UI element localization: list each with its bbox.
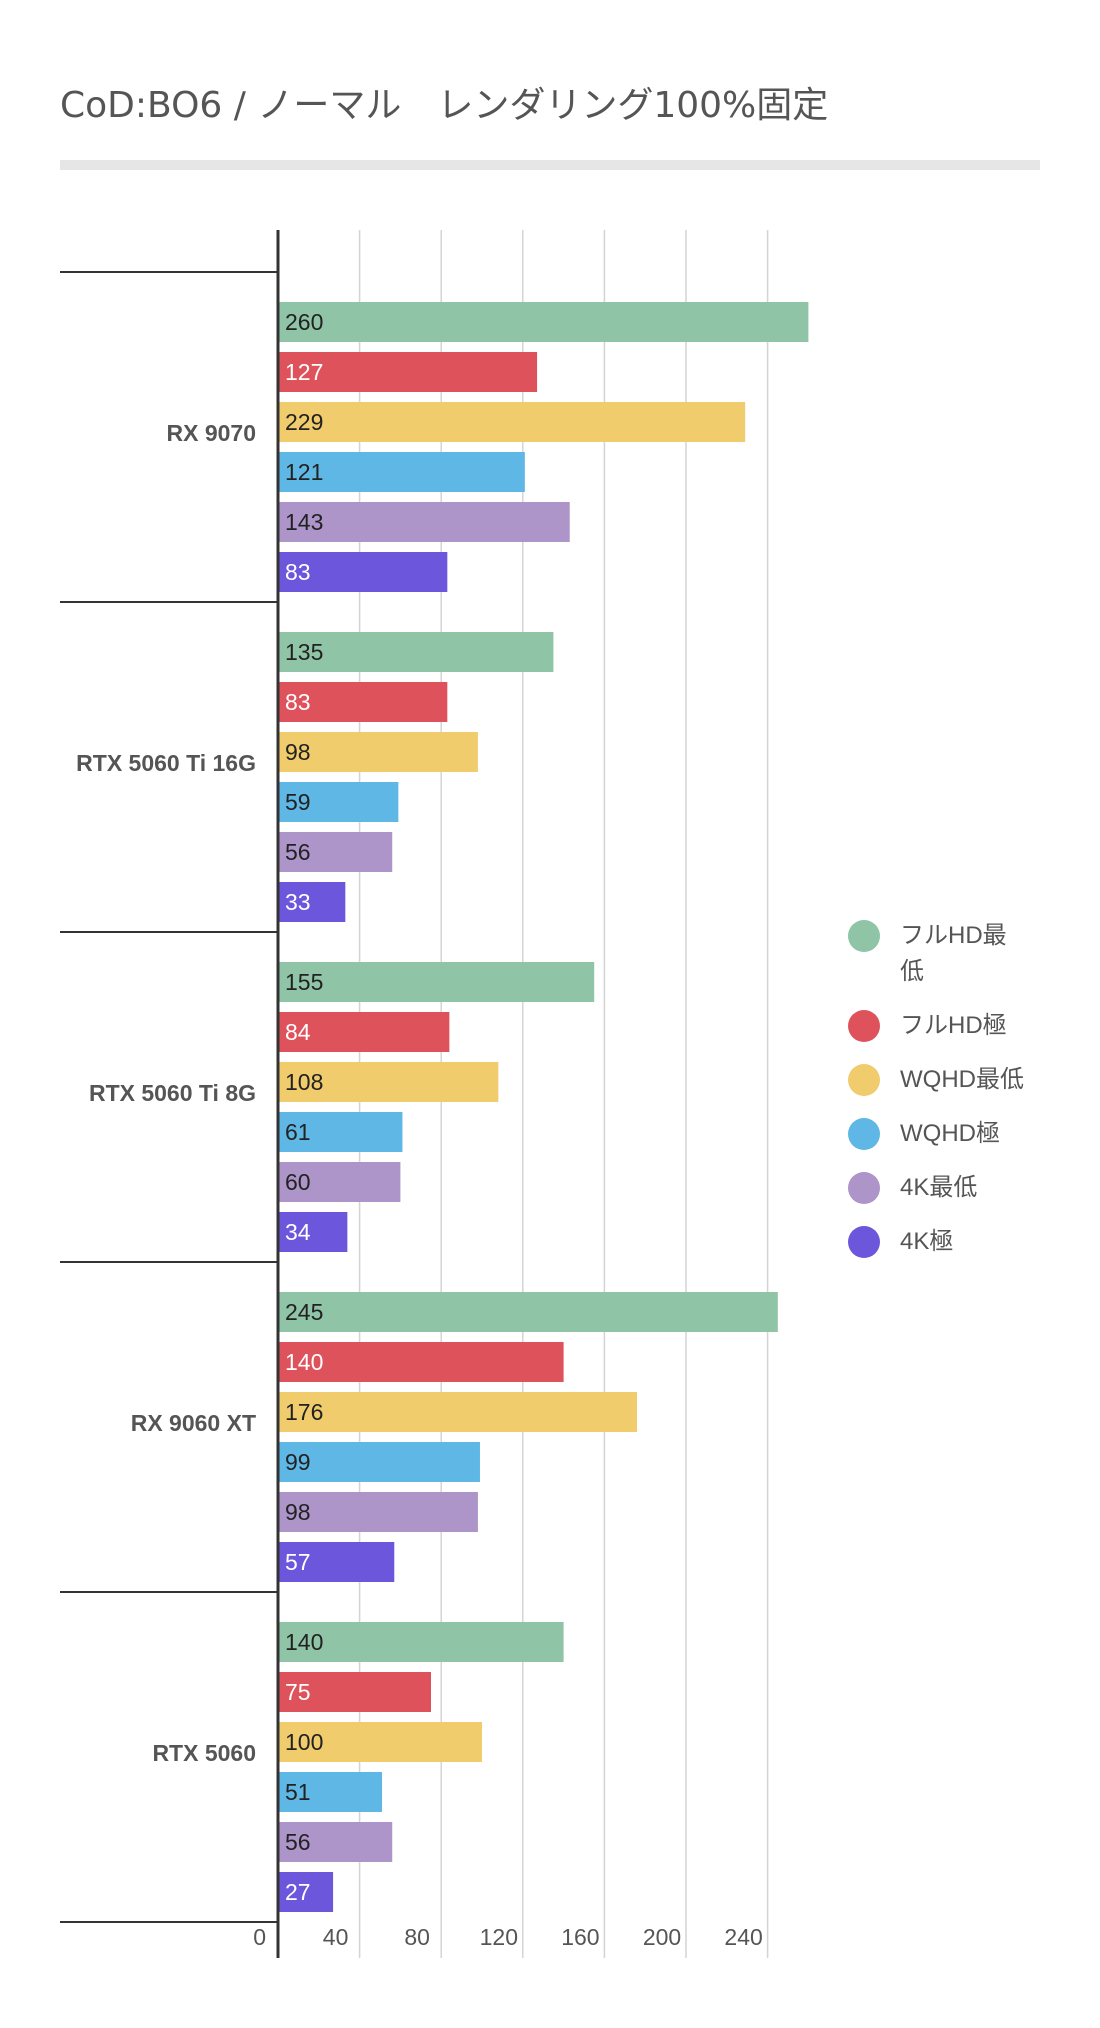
bar-value-label: 59 [285, 789, 311, 815]
legend-item: 4K最低 [848, 1172, 1048, 1206]
bar [278, 732, 478, 772]
x-tick-label: 0 [253, 1924, 266, 1950]
bar-value-label: 140 [285, 1349, 323, 1375]
bar [278, 1162, 401, 1202]
bar [278, 882, 346, 922]
bar [278, 1292, 778, 1332]
bar [278, 1772, 383, 1812]
legend-item: WQHD極 [848, 1118, 1048, 1152]
bar-value-label: 60 [285, 1169, 311, 1195]
bar [278, 1822, 393, 1862]
legend-swatch [848, 1118, 880, 1150]
bar-value-label: 56 [285, 839, 311, 865]
legend-swatch [848, 1172, 880, 1204]
bar-value-label: 245 [285, 1299, 323, 1325]
x-tick-label: 240 [724, 1924, 762, 1950]
bar [278, 682, 448, 722]
bar [278, 832, 393, 872]
legend-swatch [848, 1010, 880, 1042]
bar-value-label: 99 [285, 1449, 311, 1475]
category-label: RTX 5060 [152, 1740, 256, 1766]
bar-value-label: 27 [285, 1879, 311, 1905]
bar [278, 962, 595, 1002]
legend-item: 4K極 [848, 1226, 1048, 1260]
legend-label: 4K最低 [900, 1174, 978, 1201]
chart-legend: フルHD最低フルHD極 WQHD最低 WQHD極 4K最低 4K極 [848, 920, 1048, 1280]
legend-swatch [848, 920, 880, 952]
bar [278, 1872, 334, 1912]
bar-value-label: 98 [285, 739, 311, 765]
bar-value-label: 155 [285, 969, 323, 995]
bar [278, 1542, 395, 1582]
bar-value-label: 57 [285, 1549, 311, 1575]
legend-label: フルHD最低 [900, 922, 1007, 985]
category-label: RTX 5060 Ti 8G [89, 1080, 256, 1106]
category-label: RX 9070 [166, 420, 256, 446]
legend-label: フルHD極 [900, 1012, 1007, 1039]
bar-value-label: 108 [285, 1069, 323, 1095]
legend-label: 4K極 [900, 1228, 954, 1255]
x-tick-label: 120 [480, 1924, 518, 1950]
legend-item: フルHD極 [848, 1010, 1048, 1044]
legend-swatch [848, 1064, 880, 1096]
bar [278, 632, 554, 672]
bar [278, 402, 746, 442]
bar [278, 352, 538, 392]
bar-value-label: 75 [285, 1679, 311, 1705]
bar [278, 1342, 564, 1382]
bar-value-label: 100 [285, 1729, 323, 1755]
title-divider [60, 160, 1040, 170]
bar [278, 1012, 450, 1052]
bar-value-label: 83 [285, 689, 311, 715]
bar [278, 1722, 482, 1762]
bar-value-label: 135 [285, 639, 323, 665]
bar-value-label: 176 [285, 1399, 323, 1425]
bar-value-label: 143 [285, 509, 323, 535]
bar [278, 782, 399, 822]
bar [278, 502, 570, 542]
bar-value-label: 121 [285, 459, 323, 485]
bar [278, 552, 448, 592]
legend-label: WQHD最低 [900, 1066, 1024, 1093]
category-label: RX 9060 XT [131, 1410, 256, 1436]
bar-value-label: 83 [285, 559, 311, 585]
category-label: RTX 5060 Ti 16G [76, 750, 256, 776]
bar [278, 1622, 564, 1662]
x-tick-label: 160 [561, 1924, 599, 1950]
bar [278, 1062, 499, 1102]
bar-value-label: 33 [285, 889, 311, 915]
bar-value-label: 61 [285, 1119, 311, 1145]
x-tick-label: 200 [643, 1924, 681, 1950]
legend-item: WQHD最低 [848, 1064, 1048, 1098]
chart-title: CoD:BO6 / ノーマル レンダリング100%固定 [60, 85, 829, 126]
bar [278, 1392, 638, 1432]
bar-value-label: 51 [285, 1779, 311, 1805]
bar [278, 1492, 478, 1532]
x-tick-label: 80 [404, 1924, 430, 1950]
legend-item: フルHD最低 [848, 920, 1048, 990]
legend-swatch [848, 1226, 880, 1258]
bar [278, 452, 525, 492]
bar [278, 1442, 480, 1482]
bar [278, 1212, 348, 1252]
bar-value-label: 98 [285, 1499, 311, 1525]
bar-value-label: 229 [285, 409, 323, 435]
legend-label: WQHD極 [900, 1120, 1000, 1147]
x-tick-label: 40 [323, 1924, 349, 1950]
bar [278, 302, 809, 342]
bar-value-label: 127 [285, 359, 323, 385]
bar [278, 1112, 403, 1152]
bar-value-label: 84 [285, 1019, 311, 1045]
bar-value-label: 140 [285, 1629, 323, 1655]
bar-value-label: 56 [285, 1829, 311, 1855]
bar-value-label: 34 [285, 1219, 311, 1245]
bar-value-label: 260 [285, 309, 323, 335]
bar [278, 1672, 431, 1712]
